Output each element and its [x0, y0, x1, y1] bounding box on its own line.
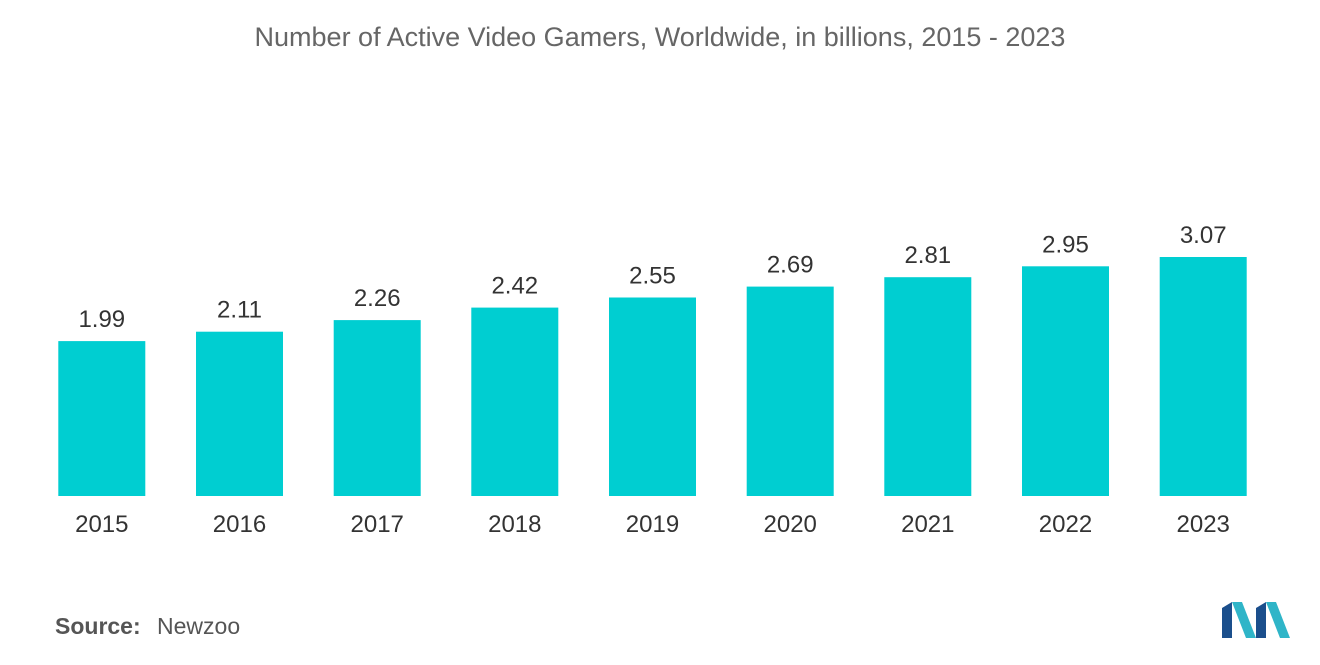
- bar-2015: [58, 341, 146, 496]
- x-tick-label-2018: 2018: [488, 511, 541, 538]
- mordor-intelligence-logo-icon: [1222, 602, 1290, 638]
- logo-left-stroke: [1222, 602, 1232, 638]
- bar-chart: 1.99 2.11 2.26 2.42 2.55 2.69 2.81 2.95 3.07 201…: [58, 222, 1247, 538]
- bars-group: [58, 257, 1247, 496]
- value-label-2019: 2.55: [629, 263, 676, 290]
- bar-2018: [471, 307, 559, 496]
- bar-2023: [1159, 257, 1247, 496]
- x-tick-label-2021: 2021: [901, 511, 954, 538]
- value-label-2017: 2.26: [354, 285, 401, 312]
- x-tick-label-2023: 2023: [1177, 511, 1230, 538]
- x-tick-label-2017: 2017: [351, 511, 404, 538]
- bar-2019: [609, 297, 696, 496]
- value-label-2023: 3.07: [1180, 222, 1227, 249]
- x-tick-label-2022: 2022: [1039, 511, 1092, 538]
- value-label-2018: 2.42: [491, 273, 538, 300]
- x-tick-label-2015: 2015: [75, 511, 128, 538]
- bar-2021: [884, 277, 972, 496]
- value-label-2016: 2.11: [217, 297, 262, 324]
- bar-2017: [333, 320, 421, 496]
- bar-2016: [196, 331, 283, 496]
- bar-2020: [746, 286, 834, 496]
- source-value: Newzoo: [157, 613, 241, 639]
- logo-diagonal-two: [1266, 602, 1290, 638]
- value-label-2022: 2.95: [1042, 231, 1089, 258]
- value-label-2020: 2.69: [767, 252, 814, 279]
- x-tick-labels-group: 2015 2016 2017 2018 2019 2020 2021 2022 2023: [75, 511, 1230, 538]
- source-note: Source: Newzoo: [55, 613, 240, 640]
- x-tick-label-2020: 2020: [764, 511, 817, 538]
- x-tick-label-2019: 2019: [626, 511, 679, 538]
- source-label: Source:: [55, 613, 141, 639]
- logo-center-stroke: [1256, 602, 1266, 638]
- value-labels-group: 1.99 2.11 2.26 2.42 2.55 2.69 2.81 2.95 3.07: [78, 222, 1226, 333]
- value-label-2015: 1.99: [78, 306, 125, 333]
- bar-2022: [1022, 266, 1109, 496]
- chart-title: Number of Active Video Gamers, Worldwide…: [254, 22, 1066, 52]
- logo-diagonal-one: [1232, 602, 1256, 638]
- x-tick-label-2016: 2016: [213, 511, 266, 538]
- value-label-2021: 2.81: [904, 242, 951, 269]
